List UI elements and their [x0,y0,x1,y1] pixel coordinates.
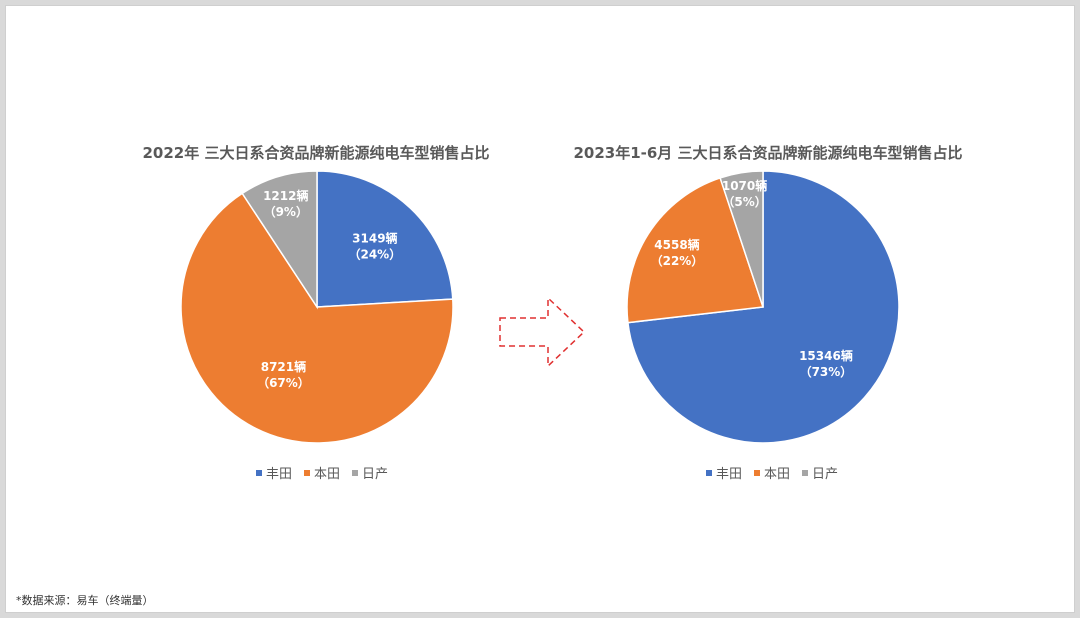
legend-swatch-honda [304,470,310,476]
legend-item-nissan: 日产 [802,463,838,482]
data-label-toyota: 15346辆 [799,348,853,363]
legend-2023: 丰田 本田 日产 [706,463,838,482]
data-source-note: *数据来源：易车（终端量） [16,592,154,608]
data-label-honda: 4558辆 [654,237,699,252]
legend-label-toyota: 丰田 [716,463,742,482]
legend-label-nissan: 日产 [362,463,388,482]
legend-swatch-honda [754,470,760,476]
legend-swatch-toyota [706,470,712,476]
legend-swatch-nissan [352,470,358,476]
legend-swatch-toyota [256,470,262,476]
slide: 2022年 三大日系合资品牌新能源纯电车型销售占比 2023年1-6月 三大日系… [5,5,1075,613]
legend-item-nissan: 日产 [352,463,388,482]
legend-item-toyota: 丰田 [706,463,742,482]
percent-label-nissan: （5%） [722,194,766,209]
data-label-nissan: 1070辆 [722,178,767,193]
legend-item-toyota: 丰田 [256,463,292,482]
percent-label-honda: （22%） [651,253,704,268]
legend-swatch-nissan [802,470,808,476]
legend-label-nissan: 日产 [812,463,838,482]
dashed-right-arrow-icon [498,296,588,368]
legend-label-honda: 本田 [314,463,340,482]
legend-item-honda: 本田 [754,463,790,482]
legend-label-honda: 本田 [764,463,790,482]
legend-2022: 丰田 本田 日产 [256,463,388,482]
legend-item-honda: 本田 [304,463,340,482]
percent-label-toyota: （73%） [800,364,853,379]
legend-label-toyota: 丰田 [266,463,292,482]
